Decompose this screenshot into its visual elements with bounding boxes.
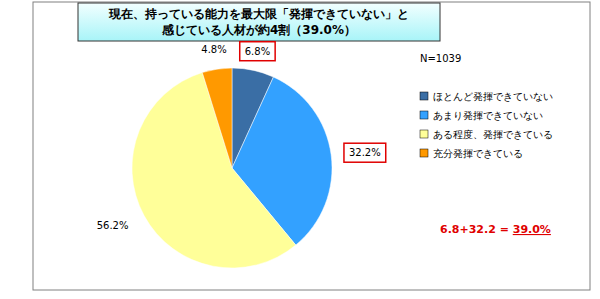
legend-label: ある程度、発揮できている	[433, 129, 553, 140]
chart-frame	[33, 2, 590, 290]
sum-note-text: 6.8+32.2 =	[440, 223, 513, 236]
data-labels: 6.8% 32.2% 56.2% 4.8%	[97, 42, 386, 231]
sum-note: 6.8+32.2 = 39.0%	[440, 223, 551, 236]
legend-swatch	[420, 130, 428, 138]
sample-size: N=1039	[420, 53, 461, 64]
legend-label: あまり発揮できていない	[433, 110, 543, 121]
data-label: 56.2%	[97, 220, 129, 231]
title-line: 現在、持っている能力を最大限「発揮できていない」と	[108, 7, 409, 21]
highlight-box	[344, 143, 386, 162]
legend-swatch	[420, 92, 428, 100]
title-box	[78, 3, 440, 41]
data-label: 32.2%	[349, 147, 381, 158]
sum-note-result: 39.0%	[513, 223, 551, 236]
title-line: 感じている人材が約4割（39.0%）	[161, 23, 356, 37]
legend-swatch	[420, 149, 428, 157]
pie	[132, 68, 332, 268]
data-label: 4.8%	[201, 44, 226, 55]
data-label: 6.8%	[245, 46, 270, 57]
legend-label: 充分発揮できている	[433, 148, 523, 159]
legend-label: ほとんど発揮できていない	[433, 91, 553, 102]
legend: ほとんど発揮できていないあまり発揮できていないある程度、発揮できている充分発揮で…	[420, 91, 553, 159]
chart: 現在、持っている能力を最大限「発揮できていない」と感じている人材が約4割（39.…	[0, 0, 600, 299]
pie-slice	[202, 68, 232, 168]
highlight-box	[240, 42, 275, 61]
title: 現在、持っている能力を最大限「発揮できていない」と感じている人材が約4割（39.…	[108, 7, 409, 37]
legend-swatch	[420, 111, 428, 119]
